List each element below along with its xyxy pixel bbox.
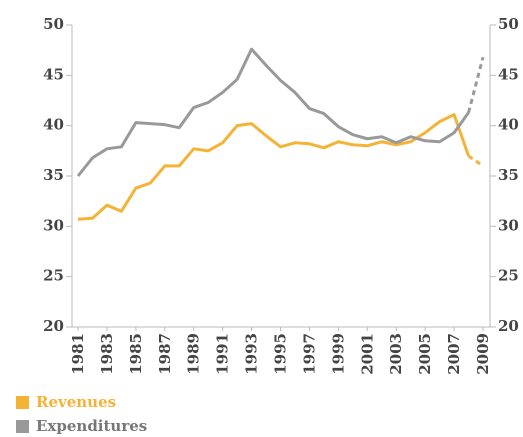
x-tick-label: 1983: [98, 333, 116, 375]
x-tick-label: 2003: [387, 333, 405, 375]
x-tick-label: 1989: [185, 333, 203, 375]
series-line-projection: [467, 154, 484, 168]
y2-tick-label: 50: [498, 15, 519, 33]
legend-swatch: [16, 396, 29, 409]
y-tick-label: 30: [43, 216, 64, 234]
legend-label: Expenditures: [36, 417, 147, 435]
y-tick-label: 50: [43, 15, 64, 33]
y2-tick-label: 30: [498, 216, 519, 234]
x-tick-label: 1997: [300, 333, 318, 375]
y2-tick-label: 20: [498, 317, 519, 335]
series-line: [76, 47, 470, 177]
x-tick-label: 2005: [416, 333, 434, 375]
x-tick-label: 1985: [127, 333, 145, 375]
x-tick-label: 1993: [243, 333, 261, 375]
y2-tick-label: 45: [498, 65, 519, 83]
x-tick-label: 1987: [156, 333, 174, 375]
y-tick-label: 40: [43, 116, 64, 134]
x-tick-label: 2001: [358, 333, 376, 375]
x-tick-label: 1991: [214, 333, 232, 375]
y2-tick-label: 35: [498, 166, 519, 184]
y-tick-label: 20: [43, 317, 64, 335]
legend-label: Revenues: [36, 393, 116, 411]
y-tick-label: 35: [43, 166, 64, 184]
series-line-projection: [467, 56, 485, 113]
legend-swatch: [16, 420, 29, 433]
x-tick-label: 1981: [69, 333, 87, 375]
y2-tick-label: 25: [498, 267, 519, 285]
x-tick-label: 2009: [474, 333, 492, 375]
x-tick-label: 1999: [329, 333, 347, 375]
y2-tick-label: 40: [498, 116, 519, 134]
y-tick-label: 45: [43, 65, 64, 83]
series-line: [77, 113, 470, 221]
y-tick-label: 25: [43, 267, 64, 285]
x-tick-label: 2007: [445, 333, 463, 375]
x-tick-label: 1995: [272, 333, 290, 375]
